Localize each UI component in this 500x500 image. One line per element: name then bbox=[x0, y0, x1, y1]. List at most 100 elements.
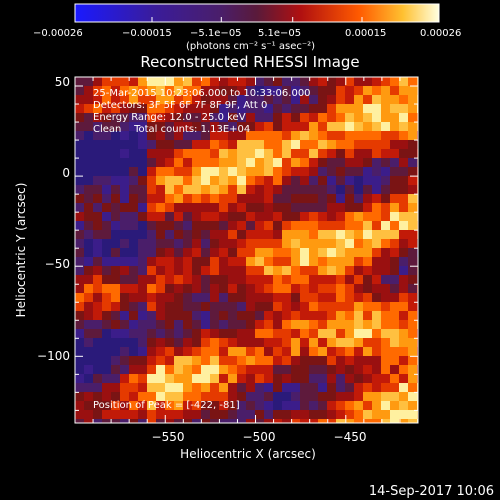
heatmap-cell bbox=[147, 185, 157, 195]
heatmap-cell bbox=[147, 293, 157, 303]
heatmap-cell bbox=[300, 77, 310, 87]
heatmap-cell bbox=[390, 113, 400, 123]
heatmap-cell bbox=[210, 212, 220, 222]
heatmap-cell bbox=[399, 185, 409, 195]
heatmap-cell bbox=[282, 239, 292, 249]
heatmap-cell bbox=[201, 374, 211, 384]
heatmap-cell bbox=[183, 167, 193, 177]
x-axis-label: Heliocentric X (arcsec) bbox=[180, 447, 316, 461]
heatmap-cell bbox=[273, 185, 283, 195]
heatmap-cell bbox=[174, 365, 184, 375]
heatmap-cell bbox=[336, 167, 346, 177]
heatmap-cell bbox=[390, 320, 400, 330]
heatmap-cell bbox=[300, 167, 310, 177]
heatmap-cell bbox=[237, 131, 247, 141]
heatmap-cell bbox=[201, 275, 211, 285]
heatmap-cell bbox=[345, 329, 355, 339]
heatmap-cell bbox=[363, 176, 373, 186]
heatmap-cell bbox=[201, 239, 211, 249]
heatmap-cell bbox=[102, 86, 112, 96]
heatmap-cell bbox=[300, 230, 310, 240]
heatmap-cell bbox=[390, 329, 400, 339]
heatmap-cell bbox=[255, 329, 265, 339]
heatmap-cell bbox=[372, 122, 382, 132]
heatmap-cell bbox=[138, 158, 148, 168]
heatmap-cell bbox=[264, 383, 274, 393]
heatmap-cell bbox=[75, 95, 85, 105]
heatmap-cell bbox=[219, 329, 229, 339]
heatmap-cell bbox=[183, 221, 193, 231]
heatmap-cell bbox=[399, 356, 409, 366]
heatmap-cell bbox=[120, 176, 130, 186]
heatmap-cell bbox=[120, 383, 130, 393]
heatmap-cell bbox=[273, 212, 283, 222]
heatmap-cell bbox=[327, 185, 337, 195]
heatmap-cell bbox=[75, 158, 85, 168]
heatmap-cell bbox=[246, 284, 256, 294]
heatmap-cell bbox=[264, 365, 274, 375]
heatmap-cell bbox=[219, 365, 229, 375]
heatmap-cell bbox=[264, 113, 274, 123]
heatmap-cell bbox=[336, 149, 346, 159]
heatmap-cell bbox=[174, 347, 184, 357]
heatmap-cell bbox=[102, 131, 112, 141]
heatmap-cell bbox=[390, 77, 400, 87]
heatmap-cell bbox=[363, 158, 373, 168]
heatmap-cell bbox=[291, 356, 301, 366]
heatmap-cell bbox=[390, 203, 400, 213]
heatmap-cell bbox=[300, 356, 310, 366]
heatmap-cell bbox=[381, 212, 391, 222]
heatmap-cell bbox=[354, 284, 364, 294]
heatmap-cell bbox=[174, 311, 184, 321]
heatmap-cell bbox=[201, 329, 211, 339]
heatmap-cell bbox=[336, 365, 346, 375]
heatmap-cell bbox=[318, 311, 328, 321]
heatmap-cell bbox=[372, 239, 382, 249]
heatmap-cell bbox=[228, 176, 238, 186]
heatmap-cell bbox=[390, 311, 400, 321]
heatmap-cell bbox=[354, 383, 364, 393]
heatmap-cell bbox=[75, 329, 85, 339]
heatmap-cell bbox=[237, 194, 247, 204]
heatmap-cell bbox=[75, 266, 85, 276]
heatmap-cell bbox=[318, 239, 328, 249]
heatmap-cell bbox=[111, 410, 121, 420]
heatmap-cell bbox=[264, 158, 274, 168]
heatmap-cell bbox=[300, 266, 310, 276]
heatmap-cell bbox=[219, 104, 229, 114]
heatmap-cell bbox=[147, 383, 157, 393]
heatmap-cell bbox=[201, 149, 211, 159]
heatmap-cell bbox=[192, 140, 202, 150]
heatmap-cell bbox=[120, 266, 130, 276]
heatmap-cell bbox=[75, 167, 85, 177]
heatmap-cell bbox=[219, 167, 229, 177]
heatmap-cell bbox=[390, 239, 400, 249]
heatmap-cell bbox=[246, 158, 256, 168]
heatmap-cell bbox=[381, 203, 391, 213]
heatmap-cell bbox=[291, 86, 301, 96]
heatmap-cell bbox=[336, 230, 346, 240]
heatmap-cell bbox=[381, 266, 391, 276]
heatmap-cell bbox=[318, 104, 328, 114]
heatmap-cell bbox=[273, 338, 283, 348]
heatmap-cell bbox=[354, 392, 364, 402]
heatmap-cell bbox=[255, 230, 265, 240]
heatmap-cell bbox=[75, 194, 85, 204]
heatmap-cell bbox=[408, 239, 418, 249]
heatmap-cell bbox=[255, 401, 265, 411]
heatmap-cell bbox=[318, 212, 328, 222]
heatmap-cell bbox=[174, 419, 184, 423]
heatmap-cell bbox=[120, 212, 130, 222]
heatmap-cell bbox=[138, 419, 148, 423]
heatmap-cell bbox=[75, 311, 85, 321]
heatmap-cell bbox=[282, 374, 292, 384]
heatmap-cell bbox=[174, 77, 184, 87]
heatmap-cell bbox=[345, 239, 355, 249]
heatmap-cell bbox=[183, 257, 193, 267]
heatmap-cell bbox=[210, 347, 220, 357]
heatmap-cell bbox=[273, 419, 283, 423]
heatmap-cell bbox=[255, 86, 265, 96]
heatmap-cell bbox=[93, 275, 103, 285]
heatmap-cell bbox=[102, 167, 112, 177]
heatmap-cell bbox=[237, 176, 247, 186]
